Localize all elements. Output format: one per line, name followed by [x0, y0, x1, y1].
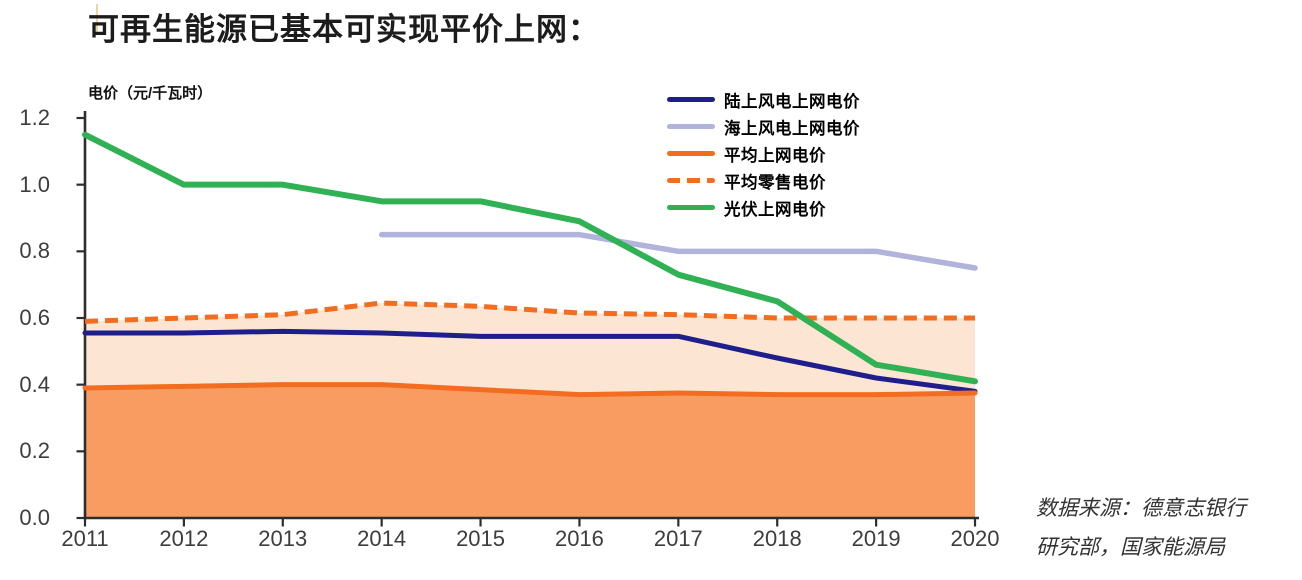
x-tick-label: 2015 — [456, 526, 506, 551]
y-tick-label: 0.4 — [19, 371, 50, 397]
legend-item-onshore-wind: 陆上风电上网电价 — [667, 86, 860, 113]
solar-pv-line-swatch — [667, 204, 715, 211]
cursor-artifact — [96, 4, 98, 33]
solar-pv-line — [82, 131, 979, 385]
legend-item-offshore-wind: 海上风电上网电价 — [667, 113, 860, 140]
source-line-2: 研究部，国家能源局 — [1036, 535, 1225, 559]
source-line-1: 数据来源：德意志银行 — [1036, 496, 1246, 520]
onshore-wind-line — [82, 328, 978, 394]
y-tick-label: 0.8 — [19, 238, 50, 264]
legend-item-solar-pv: 光伏上网电价 — [667, 194, 860, 221]
data-source-note: 数据来源：德意志银行 研究部，国家能源局 — [1036, 489, 1296, 567]
avg-grid-price-area — [85, 384, 976, 518]
legend-item-avg-retail-price: 平均零售电价 — [667, 167, 860, 194]
y-tick-label: 0.0 — [19, 505, 50, 530]
x-tick-label: 2017 — [653, 526, 703, 551]
x-tick-label: 2019 — [851, 526, 901, 551]
avg-retail-price-line — [84, 300, 976, 324]
x-tick-label: 2020 — [950, 526, 1000, 551]
chart-legend: 陆上风电上网电价 海上风电上网电价 平均上网电价 平均零售电价 光伏上网电价 — [667, 86, 860, 221]
y-axis-unit-label: 电价（元/千瓦时） — [88, 85, 213, 102]
y-tick-label: 0.6 — [19, 305, 50, 330]
x-tick-label: 2018 — [752, 526, 802, 551]
onshore-wind-line-swatch — [667, 96, 715, 103]
x-tick-label: 2013 — [258, 526, 308, 551]
y-tick-label: 1.0 — [19, 171, 50, 197]
offshore-wind-line-swatch — [667, 123, 715, 130]
x-tick-label: 2016 — [554, 526, 604, 551]
y-tick-label: 0.2 — [19, 438, 50, 464]
x-tick-label: 2012 — [159, 526, 209, 551]
avg-grid-price-line-swatch — [667, 150, 715, 157]
x-tick-label: 2011 — [61, 526, 109, 551]
legend-label: 光伏上网电价 — [724, 200, 826, 219]
legend-label: 平均上网电价 — [724, 146, 826, 165]
y-tick-label: 1.2 — [19, 105, 50, 130]
offshore-wind-line — [378, 231, 978, 271]
legend-label: 平均零售电价 — [724, 173, 826, 192]
legend-item-avg-grid-price: 平均上网电价 — [667, 140, 860, 167]
page-title: 可再生能源已基本可实现平价上网： — [88, 12, 600, 47]
legend-label: 海上风电上网电价 — [724, 119, 860, 138]
avg-grid-price-line — [82, 382, 978, 398]
avg-retail-price-dashed-swatch — [667, 177, 715, 184]
x-tick-label: 2014 — [357, 526, 407, 551]
legend-label: 陆上风电上网电价 — [724, 92, 860, 111]
